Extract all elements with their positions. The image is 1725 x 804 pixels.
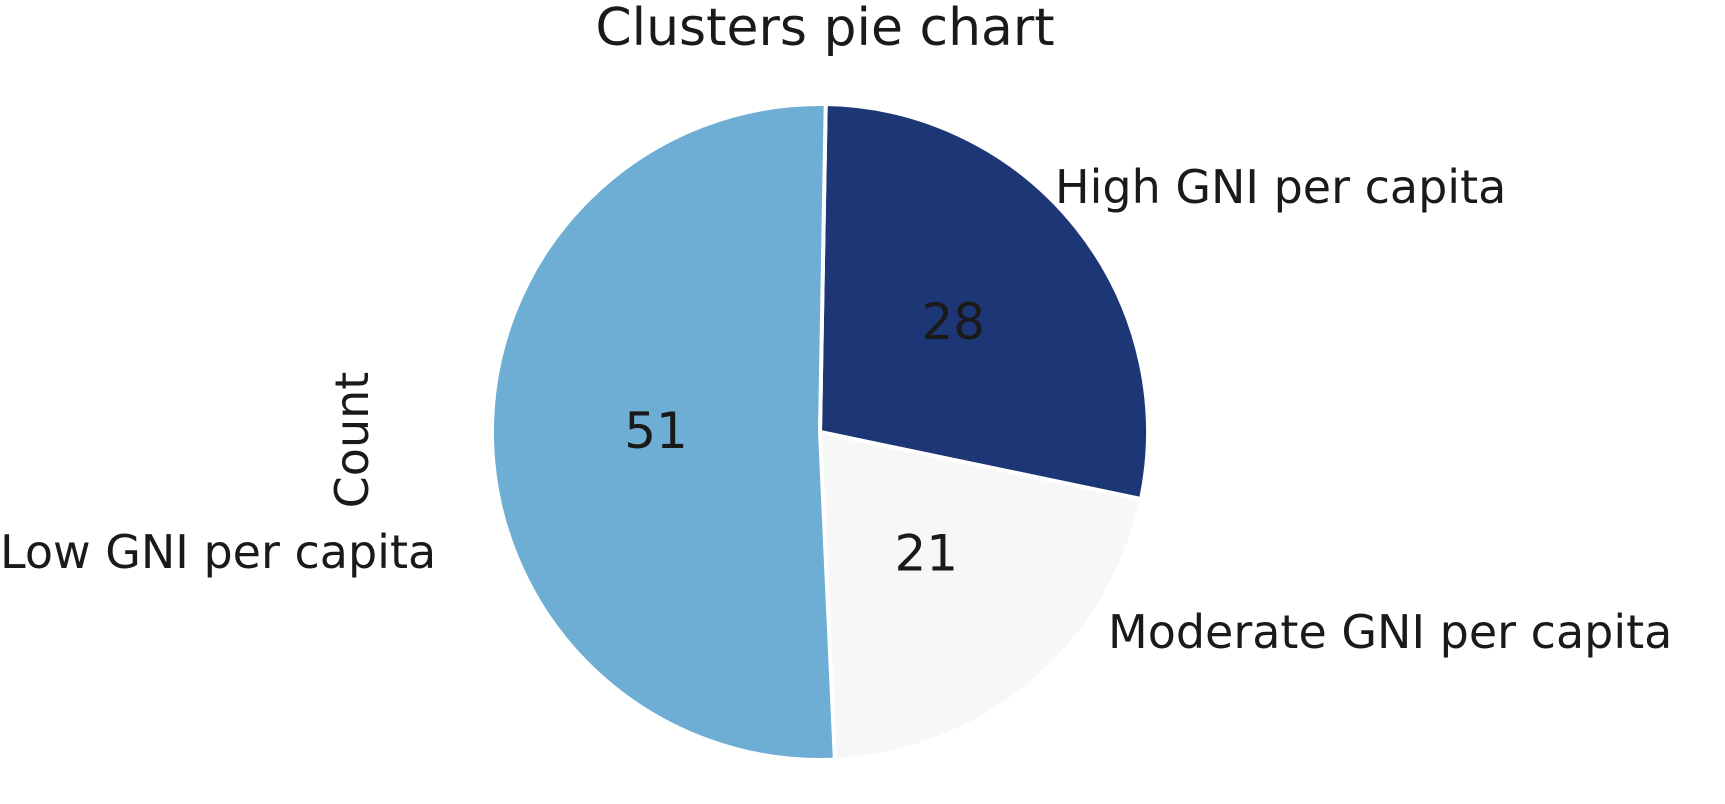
pie-slices — [489, 102, 1150, 762]
value-label-1: 28 — [921, 293, 985, 351]
pie-slice-1 — [818, 102, 1150, 502]
category-label-3: Low GNI per capita — [0, 525, 436, 579]
category-label-2: Moderate GNI per capita — [1108, 605, 1672, 659]
pie-slice-2 — [818, 430, 1144, 762]
value-labels: 28 21 51 — [624, 293, 985, 582]
pie-slice-3 — [489, 102, 837, 762]
value-label-2: 21 — [894, 524, 958, 582]
category-labels: High GNI per capita Moderate GNI per capi… — [0, 160, 1672, 659]
category-label-1: High GNI per capita — [1055, 160, 1506, 214]
y-axis-label: Count — [325, 372, 379, 509]
chart-title: Clusters pie chart — [595, 0, 1054, 58]
value-label-3: 51 — [624, 402, 688, 460]
